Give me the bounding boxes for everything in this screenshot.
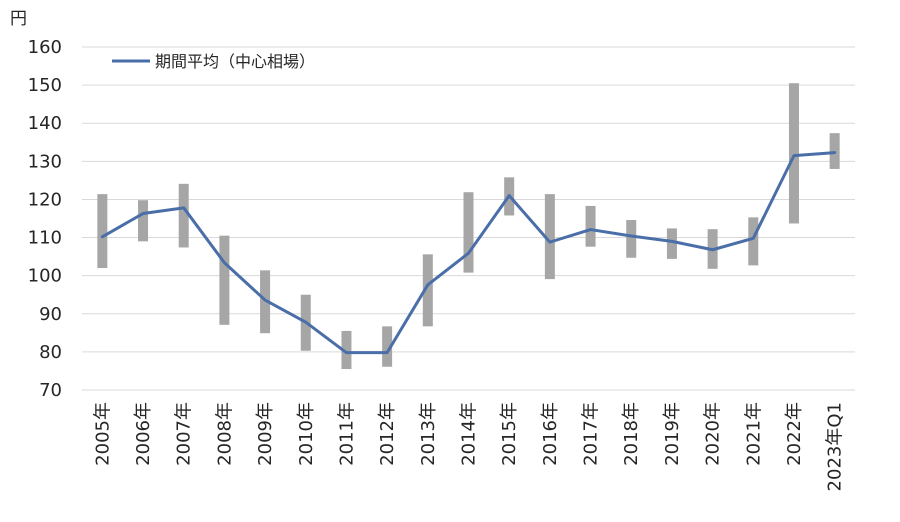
legend-label: 期間平均（中心相場） <box>155 52 315 71</box>
y-tick-label: 90 <box>39 304 62 325</box>
range-bar <box>788 83 799 224</box>
y-axis-ticks: 70 80 90 100 110 120 130 140 150 160 <box>28 37 62 401</box>
range-bar <box>626 220 637 258</box>
data-point <box>630 235 632 237</box>
data-point <box>671 240 673 242</box>
y-axis-unit-label: 円 <box>10 9 27 29</box>
data-point <box>183 207 185 209</box>
x-tick-label: 2016年 <box>540 402 561 466</box>
range-bar <box>829 133 840 169</box>
data-point <box>834 152 836 154</box>
x-tick-label: 2006年 <box>133 402 154 466</box>
x-tick-label: 2013年 <box>418 402 439 466</box>
y-tick-label: 70 <box>39 380 62 401</box>
data-point <box>101 236 103 238</box>
data-point <box>508 195 510 197</box>
x-tick-label: 2023年Q1 <box>825 402 846 491</box>
x-tick-label: 2020年 <box>703 402 724 466</box>
range-bar <box>666 228 677 259</box>
data-point <box>590 229 592 231</box>
y-tick-label: 130 <box>28 151 62 172</box>
range-bar <box>97 194 108 269</box>
range-bar <box>585 205 596 247</box>
series-line <box>100 151 837 355</box>
x-tick-label: 2009年 <box>255 402 276 466</box>
data-point <box>223 262 225 264</box>
y-tick-label: 150 <box>28 75 62 96</box>
x-tick-label: 2021年 <box>743 402 764 466</box>
data-point <box>142 213 144 215</box>
range-bar <box>178 183 189 248</box>
data-point <box>468 252 469 254</box>
x-axis-ticks: 2005年 2006年 2007年 2008年 2009年 2010年 2011年 2012年… <box>92 402 845 491</box>
y-tick-label: 100 <box>28 266 62 287</box>
range-bar <box>138 200 149 242</box>
data-point <box>345 352 347 354</box>
range-bar <box>341 330 352 370</box>
range-bar <box>382 326 393 367</box>
x-tick-label: 2015年 <box>499 402 520 466</box>
x-tick-label: 2005年 <box>92 402 113 466</box>
y-tick-label: 140 <box>28 113 62 134</box>
x-tick-label: 2010年 <box>296 402 317 466</box>
data-point <box>752 237 754 239</box>
range-bar <box>748 217 759 266</box>
x-tick-label: 2011年 <box>336 402 357 466</box>
legend: 期間平均（中心相場） <box>112 52 315 71</box>
x-tick-label: 2017年 <box>581 402 602 466</box>
data-point <box>386 352 388 354</box>
x-tick-label: 2014年 <box>459 402 480 466</box>
x-tick-label: 2019年 <box>662 402 683 466</box>
x-tick-label: 2008年 <box>214 402 235 466</box>
x-tick-label: 2012年 <box>377 402 398 466</box>
x-tick-label: 2007年 <box>174 402 195 466</box>
data-point <box>264 299 266 301</box>
range-bar <box>544 194 555 280</box>
data-point <box>549 241 551 243</box>
data-point <box>793 155 795 157</box>
range-bars <box>97 83 840 370</box>
y-tick-label: 160 <box>28 37 62 58</box>
data-point <box>427 284 429 286</box>
y-tick-label: 80 <box>39 342 62 363</box>
range-bar <box>422 254 433 327</box>
data-point <box>712 249 714 251</box>
x-tick-label: 2018年 <box>621 402 642 466</box>
range-bar <box>219 235 230 325</box>
average-line-series <box>100 151 837 355</box>
x-tick-label: 2022年 <box>784 402 805 466</box>
range-bar <box>260 270 271 334</box>
data-point <box>305 321 307 323</box>
y-tick-label: 120 <box>28 189 62 210</box>
range-bar <box>463 192 474 273</box>
y-tick-label: 110 <box>28 228 62 249</box>
